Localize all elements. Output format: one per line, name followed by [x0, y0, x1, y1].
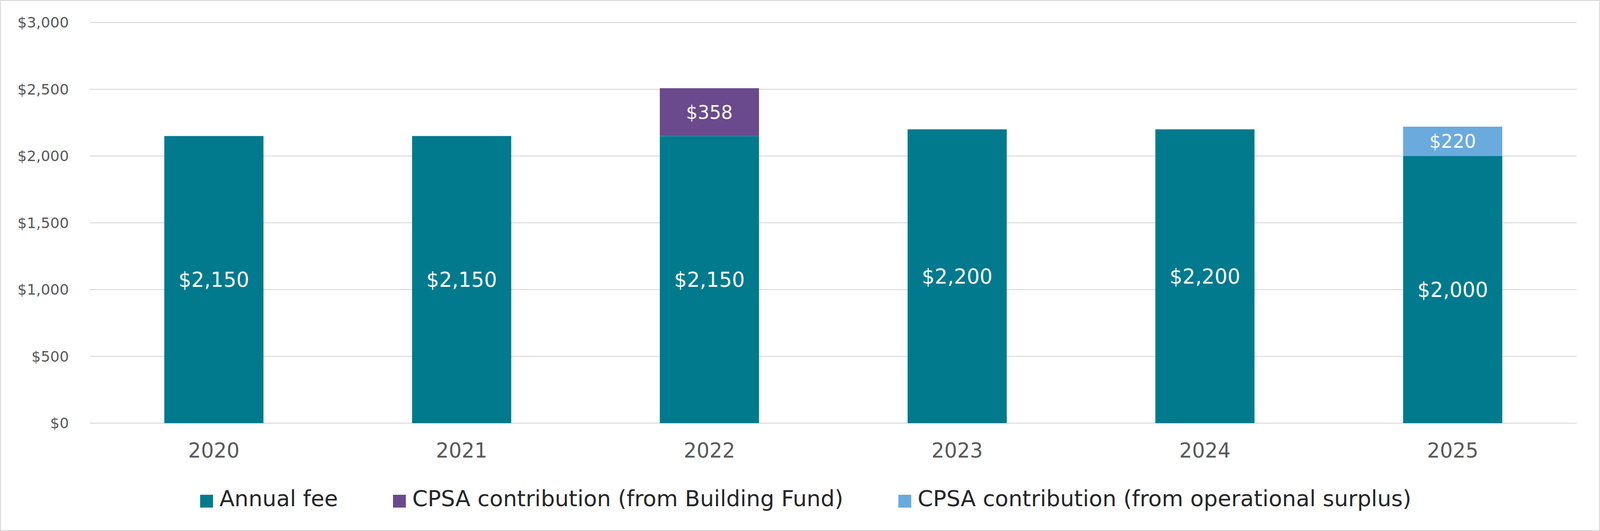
data-label: $2,150 — [426, 268, 498, 292]
y-tick-label: $500 — [31, 348, 69, 366]
legend: Annual fee CPSA contribution (from Buildi… — [200, 485, 1412, 512]
grid-line — [89, 89, 1577, 90]
x-tick-label: 2022 — [683, 438, 736, 463]
data-label: $2,150 — [673, 268, 745, 292]
bar — [659, 135, 759, 424]
y-tick-label: $2,500 — [17, 80, 69, 99]
y-tick-label: $1,500 — [17, 214, 69, 232]
x-tick-label: 2024 — [1179, 438, 1231, 463]
x-axis — [89, 422, 1577, 424]
legend-label: CPSA contribution (from Building Fund) — [412, 485, 844, 512]
grid-line — [89, 289, 1577, 291]
y-tick-label: $3,000 — [17, 13, 69, 32]
x-tick-label: 2020 — [188, 438, 240, 463]
data-label: $2,200 — [1169, 264, 1241, 289]
legend-swatch — [200, 494, 214, 508]
bar — [907, 129, 1007, 424]
grid-line — [89, 22, 1577, 23]
grid-line — [89, 356, 1577, 358]
data-label: $2,000 — [1417, 278, 1488, 302]
y-tick-label: $0 — [50, 414, 69, 433]
legend-label: Annual fee — [219, 485, 338, 512]
grid-line — [89, 222, 1577, 224]
bar — [412, 135, 512, 424]
legend-swatch — [392, 494, 406, 508]
frame — [0, 0, 1600, 531]
x-tick-label: 2021 — [436, 438, 488, 463]
legend-label: CPSA contribution (from operational surp… — [917, 485, 1412, 512]
data-label: $2,200 — [921, 264, 993, 289]
data-labels: $2,150 $2,150 $2,150 $358 $2,200 $2,200 $2,000… — [178, 101, 1488, 302]
x-tick-label: 2023 — [931, 438, 983, 463]
grid-line — [89, 422, 1577, 424]
data-label: $358 — [685, 101, 733, 124]
bar — [1403, 126, 1503, 157]
grid-line — [89, 155, 1577, 157]
x-tick-label: 2025 — [1426, 438, 1479, 463]
data-label: $2,150 — [178, 268, 250, 292]
y-tick-label: $2,000 — [17, 147, 69, 165]
bar — [164, 135, 264, 424]
y-tick-label: $1,000 — [17, 280, 69, 299]
bar — [1155, 129, 1255, 424]
bar — [1403, 156, 1503, 424]
legend-swatch — [898, 494, 912, 508]
chart: $0 $500 $1,000 $1,500 $2,000 $2,500 $3,000 $2,1… — [0, 0, 1600, 531]
bar — [659, 88, 759, 136]
data-label: $220 — [1429, 130, 1477, 152]
bars — [164, 88, 1503, 424]
